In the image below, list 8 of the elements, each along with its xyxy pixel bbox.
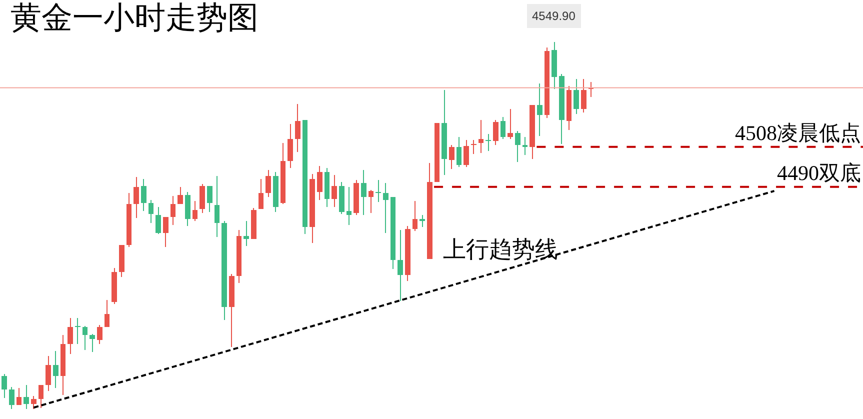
candlestick [470, 140, 476, 154]
chart-title: 黄金一小时走势图 [10, 0, 258, 35]
candlestick [75, 318, 80, 344]
candlestick [486, 134, 491, 151]
ref-line-label: 4508凌晨低点 [735, 121, 861, 145]
ref-line-label: 4490双底 [777, 161, 861, 185]
annotation: 4549.90 [532, 9, 576, 23]
candlestick [376, 180, 381, 202]
